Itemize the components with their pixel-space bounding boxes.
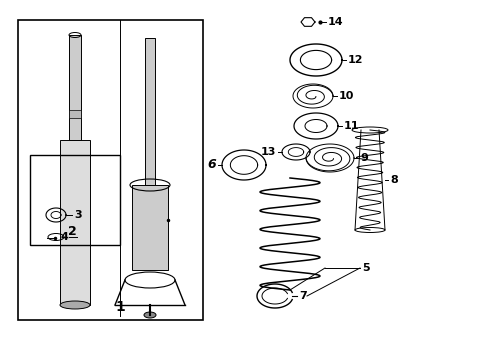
Text: 1: 1: [115, 300, 125, 314]
Text: 5: 5: [362, 263, 369, 273]
Ellipse shape: [60, 301, 90, 309]
Bar: [69, 110, 81, 118]
Bar: [132, 185, 168, 270]
Text: 10: 10: [339, 91, 354, 101]
Text: 8: 8: [390, 175, 398, 185]
Text: 13: 13: [261, 147, 276, 157]
Text: 6: 6: [207, 158, 216, 171]
Text: 9: 9: [360, 153, 368, 163]
Text: 7: 7: [299, 291, 307, 301]
Text: 4: 4: [60, 232, 68, 242]
Ellipse shape: [144, 312, 156, 318]
Text: 2: 2: [68, 225, 76, 238]
Text: 12: 12: [348, 55, 364, 65]
Bar: [60, 140, 90, 305]
Bar: [145, 38, 155, 185]
Bar: [69, 35, 81, 140]
Bar: [18, 20, 203, 320]
Text: 11: 11: [344, 121, 360, 131]
Text: 14: 14: [328, 17, 343, 27]
Text: 3: 3: [74, 210, 82, 220]
Bar: [30, 155, 120, 245]
